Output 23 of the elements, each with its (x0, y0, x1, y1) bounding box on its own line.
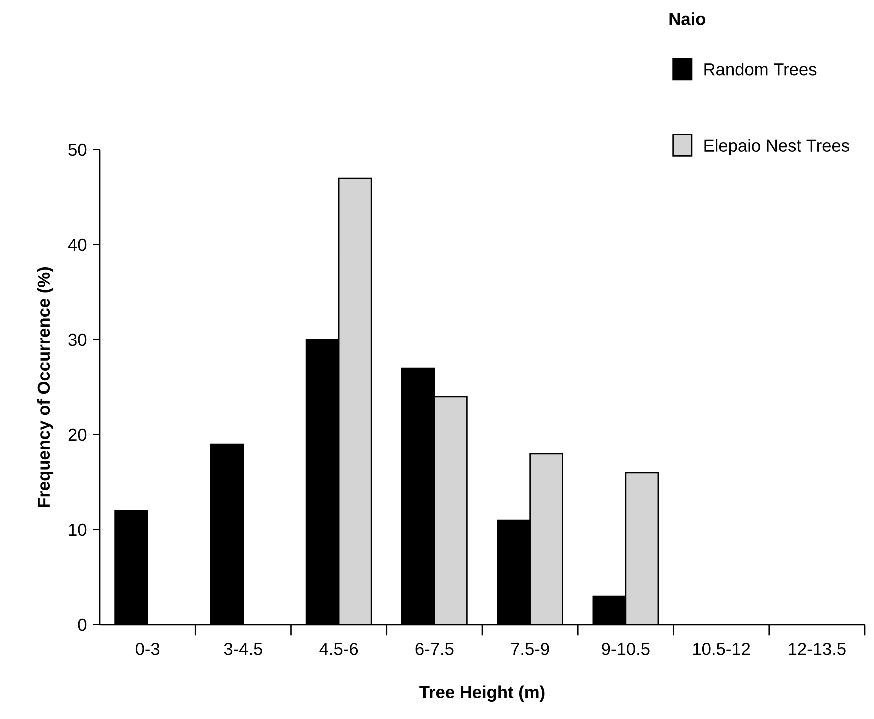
y-axis-title: Frequency of Occurrence (%) (37, 268, 54, 508)
bar (339, 178, 372, 625)
x-tick-label: 10.5-12 (693, 643, 750, 656)
y-tick-label: 20 (68, 428, 87, 442)
x-axis-title: Tree Height (m) (420, 686, 545, 702)
x-tick-label: 6-7.5 (416, 643, 454, 656)
bar (626, 473, 658, 625)
x-tick-label: 4.5-6 (320, 643, 358, 656)
x-tick-label: 12-13.5 (789, 643, 846, 656)
bar (530, 454, 563, 625)
y-tick-label: 10 (69, 524, 87, 536)
legend-label: Elepaio Nest Trees (704, 139, 850, 156)
x-tick-label: 7.5-9 (511, 643, 550, 656)
x-tick-label: 3-4.5 (224, 643, 262, 656)
y-tick-label: 40 (68, 238, 87, 252)
x-tick-label: 9-10.5 (602, 643, 650, 656)
legend-label: Random Trees (704, 63, 817, 76)
y-tick-label: 0 (78, 618, 87, 632)
y-tick-label: 30 (68, 334, 87, 346)
bar (434, 397, 468, 625)
legend-title: Naio (670, 12, 706, 26)
x-tick-label: 0-3 (136, 643, 160, 656)
y-tick-label: 50 (68, 144, 87, 156)
